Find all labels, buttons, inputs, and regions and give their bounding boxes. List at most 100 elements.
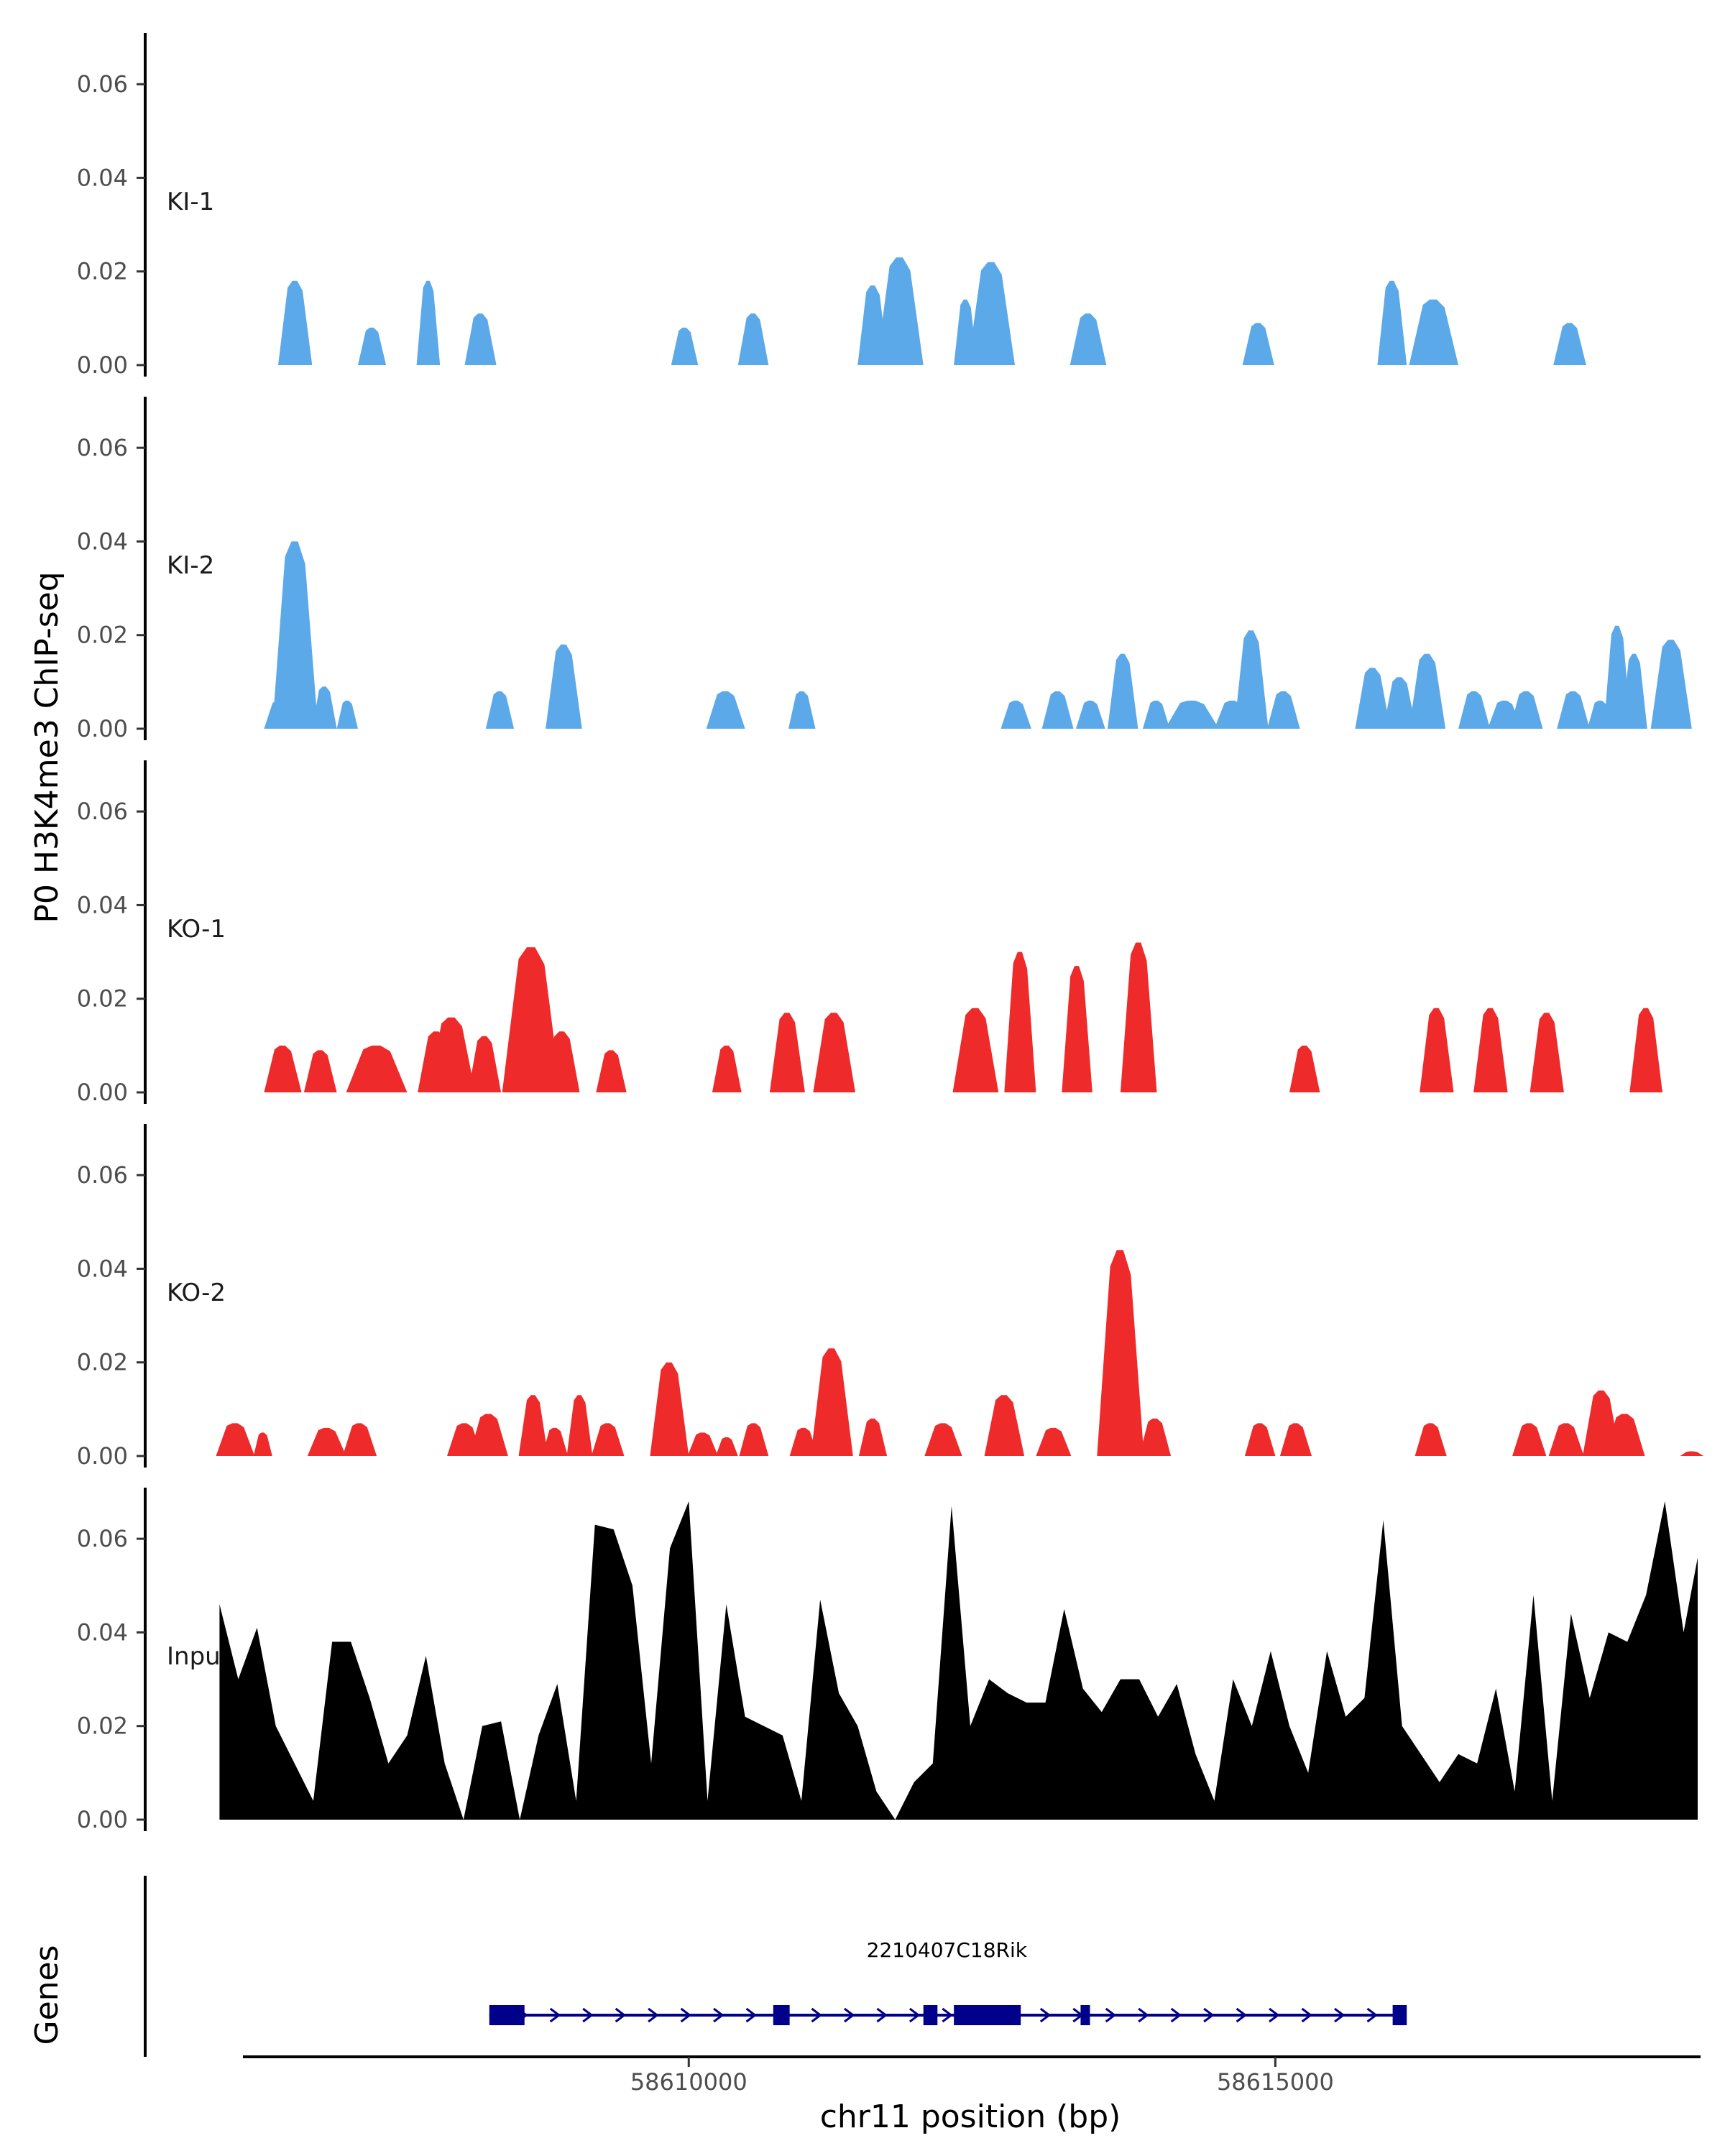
gene-exon [1080, 2005, 1090, 2025]
strand-arrow [1334, 2007, 1346, 2023]
y-tick-label: 0.02 [77, 1349, 128, 1376]
peak [706, 691, 745, 729]
gene-panel-title: Genes [29, 1945, 65, 2045]
y-tick-label: 0.06 [77, 70, 128, 98]
peak [687, 1432, 719, 1456]
peak [1062, 966, 1092, 1092]
y-tick-label: 0.02 [77, 985, 128, 1013]
input-area [219, 1501, 1698, 1820]
peak [518, 1395, 548, 1456]
track-label: KO-1 [167, 915, 226, 944]
peak [1244, 1423, 1276, 1456]
strand-arrow [582, 2007, 594, 2023]
peak [307, 1427, 346, 1456]
gene-exon [489, 2005, 525, 2025]
peak [924, 1423, 962, 1456]
peak [1409, 653, 1446, 729]
strand-arrow [615, 2007, 627, 2023]
peak [596, 1050, 627, 1092]
peak [769, 1013, 805, 1092]
peak [1097, 1250, 1144, 1456]
peak [1234, 630, 1269, 729]
gene-exon [954, 2005, 1021, 2025]
x-tick-label: 58615000 [1217, 2068, 1334, 2096]
strand-arrow [1366, 2007, 1378, 2023]
strand-arrow [908, 2007, 921, 2023]
track-ko-2: 0.00 0.02 0.04 0.06 KO-2 [77, 1124, 1704, 1470]
peak [1139, 1418, 1172, 1456]
peak [1383, 677, 1417, 729]
strand-arrow [1039, 2007, 1052, 2023]
track-input: 0.00 0.02 0.04 0.06 Input [77, 1488, 1698, 1833]
peak [464, 313, 497, 365]
strand-arrow [876, 2007, 888, 2023]
peak [1242, 323, 1274, 365]
strand-arrow [844, 2007, 855, 2023]
y-tick-label: 0.02 [77, 258, 128, 285]
peak [346, 1045, 408, 1092]
track-ki-2: 0.00 0.02 0.04 0.06 KI-2 [77, 397, 1692, 742]
strand-arrow [1105, 2007, 1117, 2023]
y-tick-label: 0.06 [77, 1525, 128, 1552]
peak [1075, 700, 1105, 729]
peak [1041, 691, 1074, 729]
strand-arrow [713, 2007, 724, 2023]
peak [876, 257, 924, 365]
peak [1680, 1451, 1704, 1456]
peak [1530, 1013, 1564, 1092]
peak [544, 1031, 580, 1092]
track-label: KI-1 [167, 188, 214, 216]
strand-arrow [648, 2007, 659, 2023]
peak [303, 1050, 337, 1092]
peak [1420, 1008, 1454, 1092]
peak [342, 1423, 377, 1456]
strand-arrow [942, 2007, 953, 2023]
gene-exon [773, 2005, 790, 2025]
y-tick-label: 0.00 [77, 715, 128, 742]
y-tick-label: 0.04 [77, 1618, 128, 1646]
peak [1108, 653, 1138, 729]
strand-arrow [745, 2007, 758, 2023]
peak [1279, 1423, 1312, 1456]
strand-arrow [1269, 2007, 1280, 2023]
y-tick-label: 0.04 [77, 891, 128, 918]
gene-exon [1392, 2005, 1407, 2025]
y-axis-title: P0 H3K4me3 ChIP-seq [29, 571, 65, 923]
peak [789, 1427, 818, 1456]
peak [671, 327, 699, 365]
peak [1548, 1423, 1584, 1456]
peak [967, 262, 1015, 365]
y-tick-label: 0.00 [77, 1079, 128, 1106]
peak [1605, 1414, 1645, 1456]
peak [1289, 1045, 1320, 1092]
peak [858, 1418, 888, 1456]
peak [1409, 299, 1458, 365]
track-label: KI-2 [167, 551, 214, 580]
peak [1557, 691, 1590, 729]
y-tick-label: 0.06 [77, 434, 128, 461]
gene-label: 2210407C18Rik [867, 1938, 1028, 1962]
peak [469, 1414, 508, 1456]
peak [1509, 691, 1543, 729]
peak [811, 1348, 853, 1456]
y-tick-label: 0.04 [77, 1255, 128, 1282]
peak [1473, 1008, 1508, 1092]
peak [1604, 625, 1631, 729]
peak [502, 947, 561, 1092]
peak [278, 280, 313, 365]
x-axis-title: chr11 position (bp) [820, 2099, 1121, 2135]
peak [1629, 1008, 1662, 1092]
gene-panel: 2210407C18Rik [144, 1876, 1407, 2057]
peak [1004, 952, 1036, 1092]
y-tick-label: 0.06 [77, 1161, 128, 1189]
peak [788, 691, 816, 729]
peak [1070, 313, 1107, 365]
peak [566, 1395, 593, 1456]
peak [1120, 942, 1157, 1092]
peak [1621, 653, 1647, 729]
peak [1377, 280, 1407, 365]
y-tick-label: 0.02 [77, 622, 128, 649]
peak [1355, 668, 1391, 729]
peak [715, 1437, 738, 1456]
